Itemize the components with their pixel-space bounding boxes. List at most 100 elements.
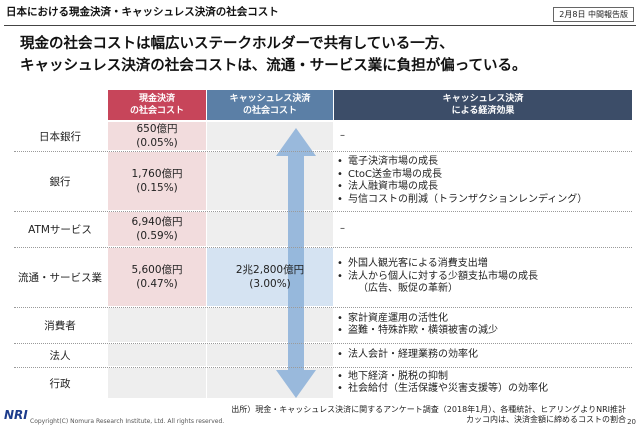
bullet-icon: • — [337, 383, 343, 394]
effect-item: • 地下経済・脱税の抑制 — [334, 371, 632, 384]
effect-dash: – — [340, 129, 345, 141]
effect-dash: – — [340, 222, 345, 234]
cashless-cost-retail: 2兆2,800億円 (3.00%) — [207, 248, 333, 306]
row-divider — [14, 151, 632, 152]
bullet-icon: • — [337, 325, 343, 336]
bullet-icon: • — [337, 156, 343, 167]
effects-bank: • 電子決済市場の成長 • CtoC送金市場の成長 • 法人融資市場の成長 • 与信コス… — [334, 152, 632, 210]
page-number: 20 — [627, 418, 636, 426]
cashless-cell — [207, 308, 333, 342]
cash-cell-empty — [108, 368, 206, 398]
effect-text: 地下経済・脱税の抑制 — [348, 370, 448, 382]
effects-government: • 地下経済・脱税の抑制 • 社会給付（生活保護や災害支援等）の効率化 — [334, 368, 632, 398]
bullet-icon: • — [337, 181, 343, 192]
row-label-atm: ATMサービス — [28, 223, 92, 236]
title-divider — [4, 25, 636, 26]
effect-item: • 外国人観光客による消費支出増 — [334, 258, 632, 271]
effects-corporate: • 法人会計・経理業務の効率化 — [334, 344, 632, 366]
effect-item: • 電子決済市場の成長 — [334, 156, 632, 169]
headline: 現金の社会コストは幅広いステークホルダーで共有している一方、 キャッシュレス決済… — [20, 33, 526, 77]
header-effects-line-2: による経済効果 — [451, 106, 515, 116]
row-divider — [14, 307, 632, 308]
cashless-cell — [207, 152, 333, 210]
source-line-1: 出所）現金・キャッシュレス決済に関するアンケート調査（2018年1月）、各種統計… — [231, 405, 626, 414]
effect-item: • 法人融資市場の成長 — [334, 181, 632, 194]
bullet-icon: • — [337, 270, 343, 282]
cash-amount: 1,760億円 — [131, 168, 183, 180]
row-label-retail: 流通・サービス業 — [18, 271, 102, 284]
effect-text: 盗難・特殊詐欺・横領被害の減少 — [348, 325, 498, 336]
effects-atm: – — [334, 212, 632, 246]
cashless-cell — [207, 122, 333, 150]
effect-item: • 法人会計・経理業務の効率化 — [334, 349, 632, 362]
effect-text: 社会給付（生活保護や災害支援等）の効率化 — [348, 383, 548, 394]
cashless-ratio: (3.00%) — [249, 278, 291, 290]
nri-logo: NRI — [4, 408, 28, 422]
effect-text: 法人から個人に対する少額支払市場の成長 — [348, 270, 538, 282]
effect-text: 法人融資市場の成長 — [348, 181, 438, 192]
bullet-icon: • — [337, 193, 343, 205]
row-label-corporate: 法人 — [49, 349, 71, 362]
row-label-boj: 日本銀行 — [39, 130, 81, 143]
bullet-icon: • — [337, 168, 343, 180]
effect-text: 法人会計・経理業務の効率化 — [348, 348, 478, 360]
header-cash-line-1: 現金決済 — [138, 94, 175, 104]
cash-amount: 6,940億円 — [131, 216, 183, 228]
effects-consumer: • 家計資産運用の活性化 • 盗難・特殊詐欺・横領被害の減少 — [334, 308, 632, 342]
source-note: 出所）現金・キャッシュレス決済に関するアンケート調査（2018年1月）、各種統計… — [231, 405, 626, 425]
date-badge: 2月8日 中間報告版 — [553, 7, 634, 22]
effects-boj: – — [334, 122, 632, 150]
effect-item: • 与信コストの削減（トランザクションレンディング） — [334, 194, 632, 207]
effect-item: • 盗難・特殊詐欺・横領被害の減少 — [334, 325, 632, 338]
row-divider — [14, 247, 632, 248]
cash-cost-boj: 650億円 (0.05%) — [108, 122, 206, 150]
cashless-amount: 2兆2,800億円 — [235, 264, 305, 276]
row-divider — [14, 343, 632, 344]
effect-item: • 法人から個人に対する少額支払市場の成長 — [334, 271, 632, 284]
effect-subnote: （広告、販促の革新） — [358, 283, 458, 295]
effect-text: 電子決済市場の成長 — [348, 156, 438, 167]
row-label-bank: 銀行 — [49, 175, 71, 188]
effect-text: 外国人観光客による消費支出増 — [348, 258, 488, 270]
headline-line-1: 現金の社会コストは幅広いステークホルダーで共有している一方、 — [20, 36, 454, 52]
header-cashless-line-1: キャッシュレス決済 — [229, 94, 311, 104]
cash-ratio: (0.15%) — [136, 182, 178, 194]
header-effects-line-1: キャッシュレス決済 — [442, 94, 524, 104]
bullet-icon: • — [337, 348, 343, 360]
effect-item: • CtoC送金市場の成長 — [334, 169, 632, 182]
row-label-consumer: 消費者 — [44, 319, 76, 332]
cash-cost-retail: 5,600億円 (0.47%) — [108, 248, 206, 306]
bullet-icon: • — [337, 370, 343, 382]
effect-item: • 社会給付（生活保護や災害支援等）の効率化 — [334, 383, 632, 396]
effect-text: CtoC送金市場の成長 — [348, 168, 443, 180]
header-cash-cost: 現金決済 の社会コスト — [108, 90, 206, 120]
effects-retail: • 外国人観光客による消費支出増 • 法人から個人に対する少額支払市場の成長 （広告… — [334, 248, 632, 306]
cash-amount: 650億円 — [136, 123, 178, 135]
cash-ratio: (0.05%) — [136, 137, 178, 149]
copyright: Copyright(C) Nomura Research Institute, … — [30, 418, 225, 425]
headline-line-2: キャッシュレス決済の社会コストは、流通・サービス業に負担が偏っている。 — [20, 58, 527, 74]
cashless-cell-highlight — [207, 248, 333, 306]
bullet-icon: • — [337, 258, 343, 270]
source-line-2: カッコ内は、決済金額に締めるコストの割合 — [466, 415, 626, 424]
bullet-icon: • — [337, 312, 343, 324]
row-divider — [14, 367, 632, 368]
cashless-cell — [207, 212, 333, 246]
effect-text: 家計資産運用の活性化 — [348, 312, 448, 324]
effect-item: • 家計資産運用の活性化 — [334, 313, 632, 326]
cash-ratio: (0.47%) — [136, 278, 178, 290]
row-divider — [14, 211, 632, 212]
row-label-government: 行政 — [49, 377, 71, 390]
effect-text: 与信コストの削減（トランザクションレンディング） — [348, 193, 588, 205]
cash-cost-atm: 6,940億円 (0.59%) — [108, 212, 206, 246]
header-cashless-line-2: の社会コスト — [242, 106, 297, 116]
cash-cell-empty — [108, 308, 206, 342]
cash-ratio: (0.59%) — [136, 230, 178, 242]
cash-cell-empty — [108, 344, 206, 366]
header-cash-line-2: の社会コスト — [129, 106, 184, 116]
cash-amount: 5,600億円 — [131, 264, 183, 276]
slide-title: 日本における現金決済・キャッシュレス決済の社会コスト — [6, 6, 279, 18]
cash-cost-bank: 1,760億円 (0.15%) — [108, 152, 206, 210]
header-economic-effects: キャッシュレス決済 による経済効果 — [334, 90, 632, 120]
header-cashless-cost: キャッシュレス決済 の社会コスト — [207, 90, 333, 120]
